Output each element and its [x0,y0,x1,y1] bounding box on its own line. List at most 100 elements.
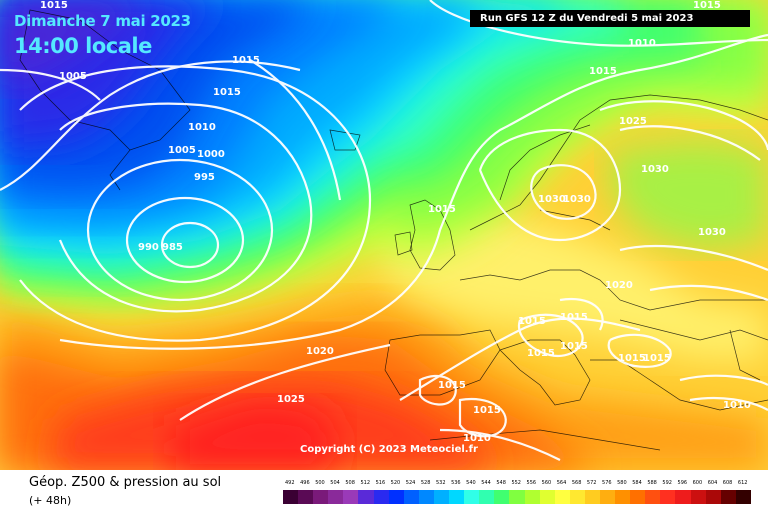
isobar-label: 1015 [232,55,260,66]
scale-swatch [433,490,450,504]
scale-swatch [373,490,389,504]
scale-swatch [449,490,465,504]
scale-swatch [343,490,359,504]
scale-swatch [584,490,600,504]
scale-label: 504 [330,480,340,486]
isobar-label: 1030 [563,194,591,205]
isobar-label: 995 [194,172,215,183]
coastlines [19,9,768,451]
scale-label: 568 [571,480,582,486]
scale-swatch [358,490,374,504]
scale-swatch [313,490,329,504]
isobar-label: 1015 [589,66,617,77]
isobar-label: 1015 [518,316,546,327]
isobar-label: 1015 [438,380,466,391]
isobar-label: 1015 [428,204,456,215]
scale-label: 516 [375,480,386,486]
isobar-label: 1030 [641,164,669,175]
scale-swatch [569,490,585,504]
legend-title: Géop. Z500 & pression au sol [29,475,222,490]
scale-label: 512 [360,480,371,486]
scale-swatch [690,490,706,504]
scale-label: 548 [496,480,506,486]
scale-label: 604 [707,480,718,486]
scale-label: 552 [511,480,521,486]
scale-swatch [554,490,570,504]
scale-label: 608 [722,480,733,486]
isobar-label: 1030 [698,227,726,238]
isobar-label: 1010 [463,433,491,444]
scale-swatch [494,490,510,504]
scale-swatch [328,490,344,504]
scale-label: 500 [315,480,325,486]
forecast-time: 14:00 locale [14,34,152,58]
scale-swatch [539,490,555,504]
scale-swatch [403,490,419,504]
scale-swatch [298,490,314,504]
geopotential-field [0,0,768,470]
isobar-label: 1015 [527,348,555,359]
scale-labels: 492 496 500 504 508 512 516 520 524 528 532 536 540 5… [283,480,751,489]
scale-label: 612 [737,480,748,486]
scale-label: 588 [647,480,657,486]
isobar-label: 1005 [168,145,196,156]
scale-swatch [283,490,299,504]
legend-subtitle: (+ 48h) [29,494,72,507]
scale-swatch [660,490,676,504]
run-info-banner: Run GFS 12 Z du Vendredi 5 mai 2023 [470,10,750,27]
scale-label: 544 [481,480,491,486]
isobar-label: 1015 [560,312,588,323]
scale-label: 560 [541,480,552,486]
isobars [0,0,768,461]
scale-label: 528 [420,480,431,486]
isobar-label: 1030 [538,194,566,205]
scale-label: 524 [405,480,416,486]
isobar-label: 1010 [188,122,216,133]
scale-swatch [645,490,661,504]
scale-label: 536 [451,480,461,486]
scale-swatch [509,490,525,504]
scale-swatch [524,490,540,504]
scale-swatch [720,490,736,504]
scale-label: 508 [345,480,355,486]
scale-label: 556 [526,480,537,486]
scale-label: 592 [662,480,672,486]
scale-label: 572 [586,480,597,486]
scale-swatch [388,490,404,504]
scale-label: 596 [677,480,688,486]
scale-label: 580 [617,480,627,486]
isobar-label: 990 [138,242,159,253]
isobar-label: 1015 [643,353,671,364]
color-scale-bar [283,490,751,504]
scale-swatch [615,490,631,504]
scale-label: 496 [300,480,310,486]
isobar-label: 1020 [306,346,334,357]
copyright-text: Copyright (C) 2023 Meteociel.fr [300,444,478,455]
scale-swatch [418,490,434,504]
scale-label: 532 [435,480,446,486]
isobar-label: 1015 [693,0,721,11]
scale-swatch [735,490,751,504]
scale-label: 540 [466,480,476,486]
scale-swatch [464,490,480,504]
scale-label: 600 [692,480,703,486]
isobar-label: 1015 [473,405,501,416]
isobar-label: 1025 [619,116,647,127]
isobar-label: 1010 [628,38,656,49]
scale-label: 492 [285,480,295,486]
isobar-label: 1010 [723,400,751,411]
scale-label: 520 [390,480,401,486]
scale-swatch [675,490,691,504]
isobar-label: 1005 [59,71,87,82]
forecast-date: Dimanche 7 mai 2023 [14,12,191,30]
isobar-label: 1025 [277,394,305,405]
scale-label: 584 [632,480,642,486]
isobar-label: 1015 [40,0,68,11]
scale-swatch [599,490,616,504]
scale-label: 576 [602,480,612,486]
isobar-label: 1015 [618,353,646,364]
isobar-label: 1015 [213,87,241,98]
scale-swatch [630,490,646,504]
weather-map [0,0,768,470]
isobar-label: 1015 [560,341,588,352]
